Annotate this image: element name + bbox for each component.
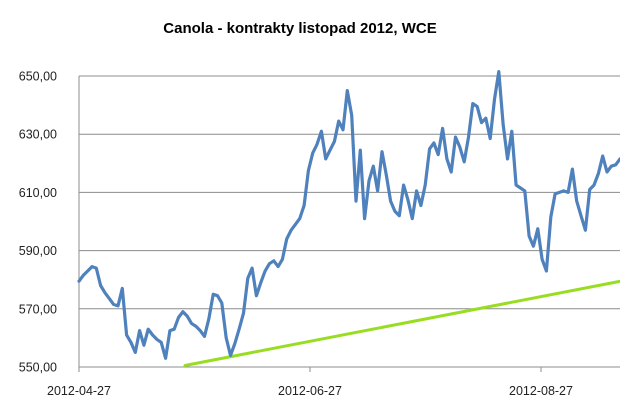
x-tick-label: 2012-08-27 <box>509 384 573 398</box>
x-tick-label: 2012-04-27 <box>47 384 111 398</box>
series <box>77 69 620 367</box>
chart-title: Canola - kontrakty listopad 2012, WCE <box>163 20 436 37</box>
y-tick-label: 650,00 <box>19 70 57 84</box>
y-tick-label: 550,00 <box>19 361 57 375</box>
gridlines <box>79 75 620 310</box>
y-tick-label: 590,00 <box>19 244 57 258</box>
trendline-series-line <box>183 279 620 367</box>
y-tick-labels: 650,00 630,00 610,00 590,00 570,00 550,00 <box>19 70 57 375</box>
price-series-line <box>77 69 620 360</box>
y-tick-label: 630,00 <box>19 128 57 142</box>
y-tick-label: 570,00 <box>19 302 57 316</box>
x-tick-label: 2012-06-27 <box>278 384 342 398</box>
axes <box>78 76 620 372</box>
y-tick-label: 610,00 <box>19 186 57 200</box>
